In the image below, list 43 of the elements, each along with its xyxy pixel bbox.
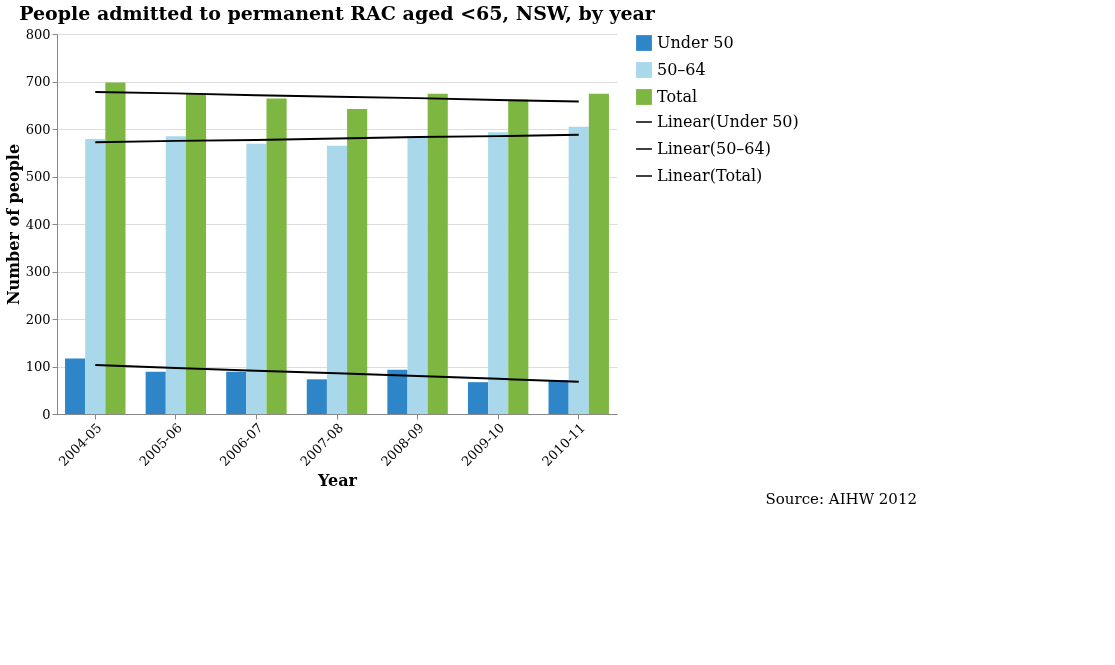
bar bbox=[407, 138, 428, 414]
y-axis-title: Number of people bbox=[3, 143, 23, 306]
legend-label: 50–64 bbox=[657, 60, 706, 79]
source-note: Source: AIHW 2012 bbox=[765, 490, 917, 508]
bar bbox=[185, 93, 207, 414]
bar bbox=[568, 126, 589, 414]
bar bbox=[85, 138, 106, 414]
bar bbox=[226, 371, 247, 414]
bar bbox=[548, 380, 569, 414]
bar bbox=[387, 369, 408, 414]
bar bbox=[347, 109, 368, 414]
y-tick-label: 500 bbox=[25, 169, 51, 184]
bar bbox=[266, 98, 287, 414]
bar bbox=[145, 371, 166, 414]
y-tick-label: 200 bbox=[25, 311, 51, 327]
legend-label: Linear(50–64) bbox=[657, 139, 771, 158]
bar bbox=[488, 132, 509, 414]
x-axis-title: Year bbox=[316, 470, 358, 490]
legend-label: Linear(Total) bbox=[657, 166, 763, 185]
line-series bbox=[94, 90, 580, 103]
bar bbox=[508, 99, 529, 414]
bar bbox=[246, 143, 267, 414]
line-series bbox=[94, 133, 580, 144]
chart-title: People admitted to permanent RAC aged <65, NSW, by year bbox=[19, 2, 656, 24]
bar bbox=[588, 93, 609, 414]
bar bbox=[65, 358, 86, 414]
y-tick-label: 800 bbox=[25, 26, 51, 42]
legend-label: Total bbox=[657, 87, 698, 106]
y-tick-label: 100 bbox=[25, 359, 51, 374]
legend-label: Under 50 bbox=[657, 33, 734, 52]
bar bbox=[165, 136, 186, 414]
y-tick-label: 700 bbox=[25, 74, 51, 89]
y-tick-label: 400 bbox=[25, 216, 51, 232]
bar bbox=[467, 382, 489, 414]
y-tick-label: 600 bbox=[25, 121, 51, 137]
line-series bbox=[94, 364, 580, 383]
y-tick-label: 300 bbox=[25, 264, 51, 279]
y-tick-label: 0 bbox=[42, 406, 51, 422]
bar bbox=[326, 145, 348, 414]
bar bbox=[306, 379, 327, 414]
bar bbox=[105, 82, 126, 414]
legend-label: Linear(Under 50) bbox=[657, 112, 799, 131]
bar bbox=[427, 93, 448, 414]
